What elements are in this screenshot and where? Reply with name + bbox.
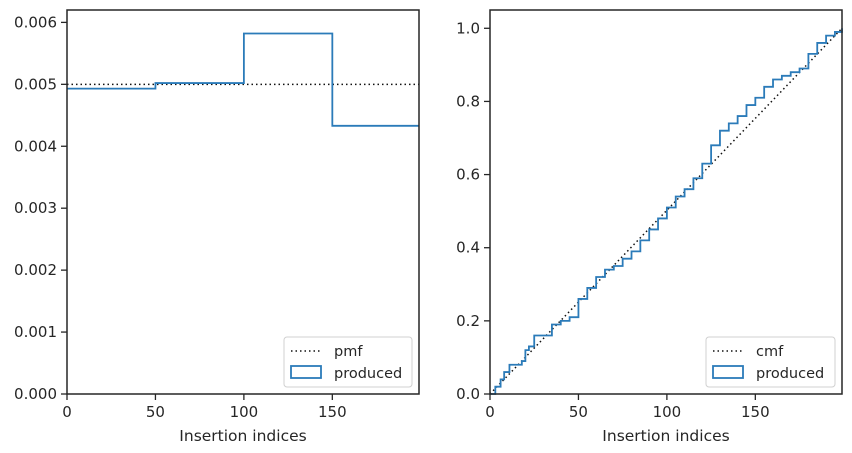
cmf-x-axis-label: Insertion indices bbox=[602, 427, 729, 445]
cmf-x-tick-label: 0 bbox=[485, 403, 495, 421]
pmf-x-tick-label: 50 bbox=[146, 403, 165, 421]
cmf-legend: cmf produced bbox=[705, 336, 836, 388]
pmf-produced-step bbox=[67, 32, 419, 127]
cmf-produced-step bbox=[490, 28, 843, 395]
pmf-legend-label-produced: produced bbox=[334, 366, 402, 382]
pmf-legend-produced-swatch bbox=[290, 365, 322, 379]
pmf-y-tick-label: 0.006 bbox=[14, 13, 57, 31]
cmf-panel: 0 50 100 150 0.0 0.2 0.4 0.6 0.8 1.0 Insertion i… bbox=[456, 9, 843, 445]
pmf-y-tick-label: 0.005 bbox=[14, 75, 57, 93]
pmf-legend: pmf produced bbox=[283, 336, 413, 388]
pmf-y-tick-label: 0.002 bbox=[14, 261, 57, 279]
cmf-legend-label-cmf: cmf bbox=[756, 344, 784, 360]
cmf-legend-produced-swatch bbox=[712, 365, 744, 379]
cmf-y-tick-label: 0.2 bbox=[456, 312, 480, 330]
cmf-y-tick-label: 1.0 bbox=[456, 19, 480, 37]
pmf-x-axis-label: Insertion indices bbox=[179, 427, 306, 445]
pmf-y-tick-label: 0.003 bbox=[14, 199, 57, 217]
cmf-plot-area bbox=[490, 10, 842, 394]
cmf-legend-label-produced: produced bbox=[756, 366, 824, 382]
pmf-y-tick-label: 0.000 bbox=[14, 385, 57, 403]
pmf-x-tick-label: 0 bbox=[62, 403, 72, 421]
cmf-y-tick-label: 0.0 bbox=[456, 385, 480, 403]
pmf-y-tick-label: 0.004 bbox=[14, 137, 57, 155]
pmf-x-tick-label: 100 bbox=[230, 403, 259, 421]
cmf-y-tick-label: 0.6 bbox=[456, 166, 480, 184]
pmf-legend-box bbox=[283, 336, 413, 388]
pmf-y-tick-label: 0.001 bbox=[14, 323, 57, 341]
cmf-y-tick-label: 0.8 bbox=[456, 92, 480, 110]
cmf-x-tick-label: 100 bbox=[653, 403, 682, 421]
pmf-frame bbox=[66, 9, 420, 395]
pmf-x-tick-label: 150 bbox=[318, 403, 347, 421]
cmf-x-tick-label: 150 bbox=[741, 403, 770, 421]
cmf-x-tick-label: 50 bbox=[569, 403, 588, 421]
cmf-y-tick-label: 0.4 bbox=[456, 239, 480, 257]
cmf-legend-box bbox=[705, 336, 836, 388]
pmf-panel: 0 50 100 150 0.000 0.001 0.002 0.003 0.004 0.005… bbox=[14, 9, 420, 445]
pmf-legend-label-pmf: pmf bbox=[334, 344, 363, 360]
cmf-frame bbox=[489, 9, 843, 395]
